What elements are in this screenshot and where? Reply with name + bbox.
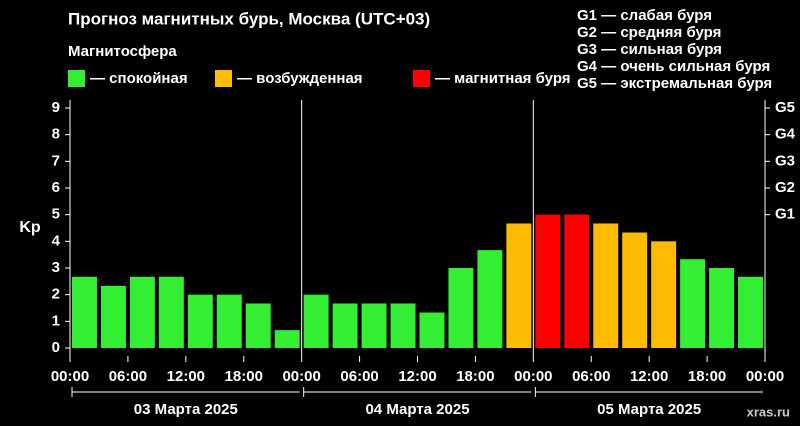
x-tick-label: 00:00 (746, 368, 784, 385)
storm-level: G4 — очень сильная буря (577, 58, 770, 75)
bar (593, 223, 619, 348)
y2-tick-label: G1 (775, 206, 795, 223)
source: xras.ru (747, 404, 790, 419)
y2-tick-label: G4 (775, 126, 796, 143)
y2-tick-label: G2 (775, 179, 795, 196)
y-axis-label: Kp (19, 219, 41, 236)
bar (738, 276, 763, 348)
y-tick-label: 1 (52, 312, 60, 329)
y-tick-label: 6 (52, 179, 60, 196)
y2-tick-label: G5 (775, 99, 795, 116)
x-tick-label: 06:00 (572, 368, 610, 385)
x-tick-label: 12:00 (630, 368, 668, 385)
storm-level: G1 — слабая буря (577, 7, 712, 24)
bar (245, 303, 271, 348)
bar (72, 276, 97, 348)
bar (303, 294, 329, 348)
day-label: 04 Марта 2025 (365, 401, 469, 418)
y-tick-label: 3 (52, 259, 60, 276)
x-tick-label: 00:00 (514, 368, 552, 385)
y-tick-label: 4 (52, 232, 61, 249)
bar (564, 214, 590, 348)
y-tick-label: 0 (52, 339, 60, 356)
bar (419, 312, 445, 348)
x-tick-label: 18:00 (688, 368, 726, 385)
legend-label: — возбужденная (237, 70, 363, 87)
bar (332, 303, 358, 348)
y-tick-label: 5 (52, 206, 60, 223)
x-tick-label: 00:00 (282, 368, 320, 385)
x-tick-label: 18:00 (456, 368, 494, 385)
legend-swatch (68, 70, 85, 87)
x-tick-label: 06:00 (109, 368, 147, 385)
bar (100, 285, 126, 348)
bar (709, 268, 735, 348)
legend-swatch (413, 70, 430, 87)
y2-tick-label: G3 (775, 152, 795, 169)
legend-swatch (215, 70, 232, 87)
legend-title: Магнитосфера (68, 43, 177, 60)
y-tick-label: 9 (52, 99, 60, 116)
y-tick-label: 8 (52, 126, 60, 143)
chart-title: Прогноз магнитных бурь, Москва (UTC+03) (68, 9, 430, 28)
bar (448, 268, 474, 348)
bar (158, 276, 184, 348)
day-label: 03 Марта 2025 (134, 401, 238, 418)
bar (477, 250, 503, 348)
bar (361, 303, 387, 348)
legend-label: — магнитная буря (435, 70, 571, 87)
bar (187, 294, 213, 348)
storm-level: G3 — сильная буря (577, 41, 722, 58)
x-tick-label: 12:00 (167, 368, 205, 385)
storm-level: G2 — средняя буря (577, 24, 721, 41)
bar (622, 232, 648, 348)
x-tick-label: 00:00 (51, 368, 89, 385)
bar (651, 241, 677, 348)
storm-level: G5 — экстремальная буря (577, 75, 772, 92)
bar (129, 276, 155, 348)
bar (390, 303, 416, 348)
bar (506, 223, 532, 348)
x-tick-label: 06:00 (340, 368, 378, 385)
bar (680, 259, 706, 348)
legend-label: — спокойная (90, 70, 188, 87)
day-label: 05 Марта 2025 (597, 401, 701, 418)
bar (535, 214, 561, 348)
x-tick-label: 12:00 (398, 368, 436, 385)
bar (216, 294, 242, 348)
y-tick-label: 2 (52, 286, 60, 303)
bar (274, 330, 300, 348)
x-tick-label: 18:00 (225, 368, 263, 385)
y-tick-label: 7 (52, 152, 60, 169)
